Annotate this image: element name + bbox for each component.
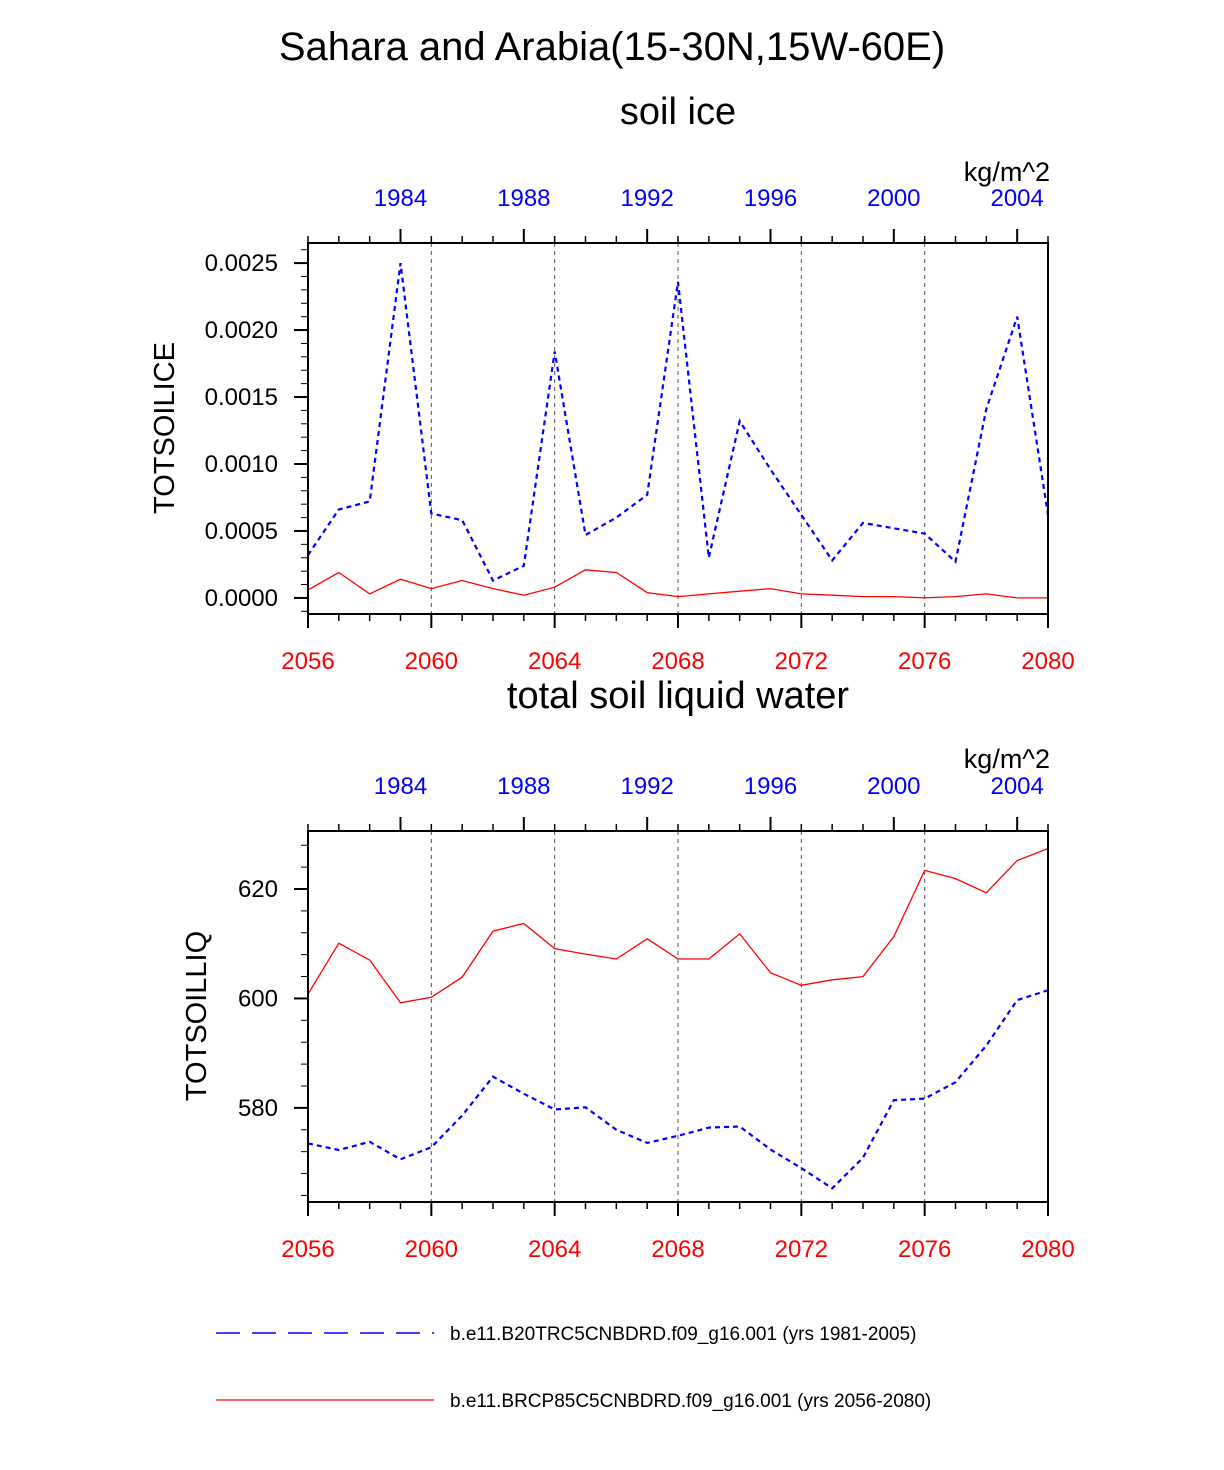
y-tick-label: 0.0015 xyxy=(205,384,278,411)
x-bottom-tick-labels: 2056 2060 2064 2068 2072 2076 2080 xyxy=(281,648,1074,675)
x-bottom-tick-label: 2056 xyxy=(281,648,334,675)
x-top-tick-label: 1988 xyxy=(497,773,550,800)
plot-frame xyxy=(307,830,1049,1203)
series-line-historical xyxy=(307,262,1050,582)
x-bottom-tick-label: 2072 xyxy=(775,648,828,675)
tick-marks xyxy=(294,817,1049,1216)
units-label: kg/m^2 xyxy=(964,157,1050,187)
panel-title: total soil liquid water xyxy=(507,675,850,717)
series-lines xyxy=(307,847,1049,1190)
tick-marks xyxy=(294,229,1049,628)
legend: b.e11.B20TRC5CNBDRD.f09_g16.001 (yrs 198… xyxy=(216,1324,931,1412)
x-top-tick-label: 1992 xyxy=(620,185,673,212)
x-top-tick-label: 1996 xyxy=(744,773,797,800)
y-tick-label: 0.0020 xyxy=(205,317,278,344)
x-bottom-tick-label: 2080 xyxy=(1021,1236,1074,1263)
x-bottom-tick-label: 2060 xyxy=(405,1236,458,1263)
units-label: kg/m^2 xyxy=(964,744,1050,774)
y-tick-labels: 0.0000 0.0005 0.0010 0.0015 0.0020 0.0025 xyxy=(205,250,278,612)
x-bottom-tick-labels: 2056 2060 2064 2068 2072 2076 2080 xyxy=(281,1236,1074,1263)
plot-frame xyxy=(307,242,1049,615)
x-top-tick-label: 2004 xyxy=(990,773,1043,800)
y-axis-label: TOTSOILICE xyxy=(149,342,181,514)
x-bottom-tick-label: 2076 xyxy=(898,1236,951,1263)
x-bottom-tick-label: 2056 xyxy=(281,1236,334,1263)
x-top-tick-label: 2000 xyxy=(867,185,920,212)
x-top-tick-label: 1984 xyxy=(374,773,427,800)
x-bottom-tick-label: 2064 xyxy=(528,648,581,675)
y-tick-label: 0.0005 xyxy=(205,518,278,545)
y-tick-labels: 580 600 620 xyxy=(238,876,278,1122)
x-top-tick-label: 1992 xyxy=(620,773,673,800)
panel-soil-ice: soil ice kg/m^2 TOTSOILICE 0.00000.00050… xyxy=(149,91,1075,675)
x-top-tick-label: 2004 xyxy=(990,185,1043,212)
x-top-tick-label: 1988 xyxy=(497,185,550,212)
legend-label-future: b.e11.BRCP85C5CNBDRD.f09_g16.001 (yrs 20… xyxy=(450,1391,931,1412)
panel-soil-liquid-water: total soil liquid water kg/m^2 TOTSOILLI… xyxy=(181,675,1075,1263)
x-top-tick-label: 1984 xyxy=(374,185,427,212)
y-tick-label: 0.0025 xyxy=(205,250,278,277)
x-bottom-tick-label: 2064 xyxy=(528,1236,581,1263)
x-top-tick-labels: 1984 1988 1992 1996 2000 2004 xyxy=(374,185,1044,212)
x-bottom-tick-label: 2072 xyxy=(775,1236,828,1263)
main-title: Sahara and Arabia(15-30N,15W-60E) xyxy=(279,25,945,69)
y-axis-label: TOTSOILLIQ xyxy=(181,931,213,1101)
grid-lines xyxy=(430,243,926,614)
x-top-tick-label: 1996 xyxy=(744,185,797,212)
x-bottom-tick-label: 2076 xyxy=(898,648,951,675)
y-tick-label: 600 xyxy=(238,985,278,1012)
series-lines xyxy=(307,262,1050,599)
x-bottom-tick-label: 2080 xyxy=(1021,648,1074,675)
panel-title: soil ice xyxy=(620,91,736,133)
x-bottom-tick-label: 2068 xyxy=(651,1236,704,1263)
x-bottom-tick-label: 2060 xyxy=(405,648,458,675)
x-top-tick-labels: 1984 1988 1992 1996 2000 2004 xyxy=(374,773,1044,800)
x-bottom-tick-label: 2068 xyxy=(651,648,704,675)
y-tick-label: 580 xyxy=(238,1095,278,1122)
grid-lines xyxy=(430,831,926,1202)
series-line-future xyxy=(307,847,1049,1004)
legend-label-historical: b.e11.B20TRC5CNBDRD.f09_g16.001 (yrs 198… xyxy=(450,1324,916,1345)
y-tick-label: 620 xyxy=(238,876,278,903)
y-tick-label: 0.0010 xyxy=(205,451,278,478)
x-top-tick-label: 2000 xyxy=(867,773,920,800)
y-tick-label: 0.0000 xyxy=(205,585,278,612)
series-line-future xyxy=(307,569,1048,599)
